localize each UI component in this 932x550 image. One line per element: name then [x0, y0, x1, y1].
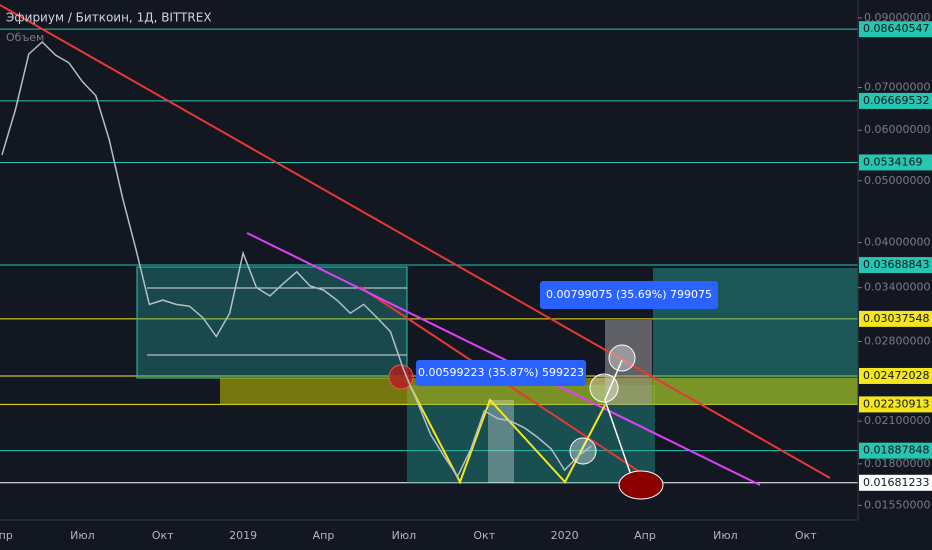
level-label-bg	[859, 92, 932, 109]
drawings	[0, 4, 858, 500]
x-tick-label: Июл	[392, 529, 417, 542]
y-tick-label: 0.02800000	[864, 334, 930, 347]
x-tick-label: Июл	[70, 529, 95, 542]
measure-label: 0.00799075 (35.69%) 799075	[546, 288, 712, 301]
marker	[589, 373, 619, 403]
level-label: 0.08640547	[863, 22, 929, 35]
level-label-bg	[859, 21, 932, 38]
y-tick-label: 0.04000000	[864, 236, 930, 249]
x-tick-label: 2019	[229, 529, 257, 542]
chart-title: Эфириум / Биткоин, 1Д, BITTREX	[6, 11, 212, 25]
marker	[608, 344, 636, 372]
x-tick-label: Окт	[473, 529, 495, 542]
y-tick-label: 0.07000000	[864, 81, 930, 94]
level-label: 0.0534169	[863, 155, 923, 168]
level-label-bg	[859, 310, 932, 327]
y-tick-label: 0.01550000	[864, 498, 930, 511]
x-tick-label: Апр	[313, 529, 335, 542]
y-tick-label: 0.02100000	[864, 414, 930, 427]
y-tick-label: 0.09000000	[864, 11, 930, 24]
range-box	[136, 266, 408, 379]
price-line	[1, 40, 592, 479]
level-label-bg	[859, 367, 932, 384]
measure-label-bg	[540, 281, 718, 309]
y-tick-label: 0.01800000	[864, 457, 930, 470]
level-label-bg	[859, 474, 932, 491]
x-tick-label: Окт	[795, 529, 817, 542]
trend-line	[246, 232, 761, 486]
level-label: 0.03688843	[863, 258, 929, 271]
level-label: 0.01887848	[863, 444, 929, 457]
x-tick-label: Апр	[634, 529, 656, 542]
level-label: 0.02472028	[863, 369, 929, 382]
measure-label-bg	[416, 360, 586, 386]
x-tick-label: Апр	[0, 529, 13, 542]
level-label-bg	[859, 442, 932, 459]
level-label-bg	[859, 154, 932, 171]
x-tick-label: Окт	[152, 529, 174, 542]
level-label: 0.06669532	[863, 94, 929, 107]
level-label-bg	[859, 396, 932, 413]
x-tick-label: Июл	[713, 529, 738, 542]
y-tick-label: 0.06000000	[864, 123, 930, 136]
level-label: 0.01681233	[863, 476, 929, 489]
level-label-bg	[859, 257, 932, 274]
marker	[618, 470, 664, 500]
x-tick-label: 2020	[551, 529, 579, 542]
arrow	[604, 359, 633, 479]
measure-box	[488, 400, 514, 483]
measure-label: 0.00599223 (35.87%) 599223	[418, 366, 584, 379]
level-label: 0.02230913	[863, 397, 929, 410]
volume-label: Объем	[6, 31, 44, 44]
level-label: 0.03037548	[863, 312, 929, 325]
trend-line	[0, 4, 831, 479]
y-tick-label: 0.05000000	[864, 174, 930, 187]
marker	[388, 364, 414, 390]
y-tick-label: 0.03400000	[864, 281, 930, 294]
